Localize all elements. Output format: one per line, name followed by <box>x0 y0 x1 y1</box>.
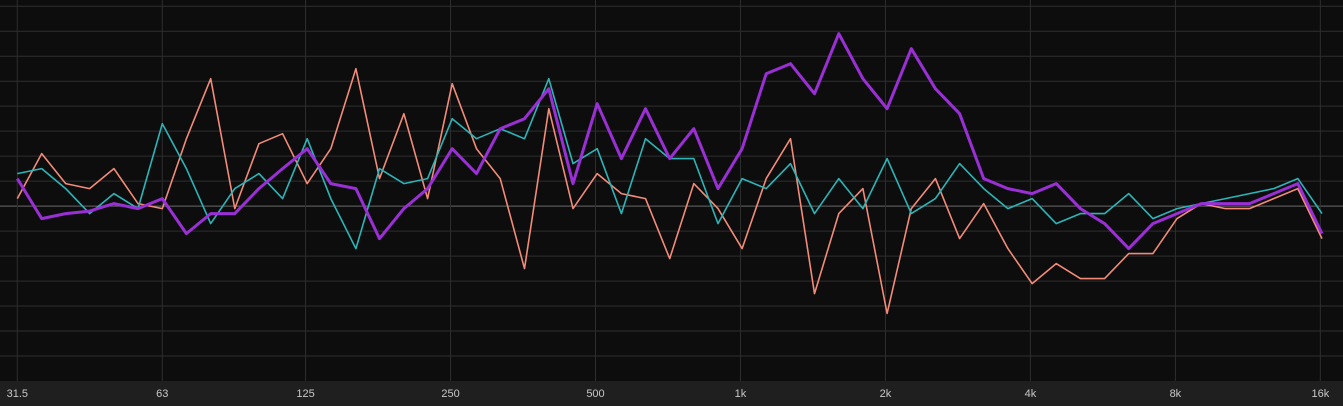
series-line <box>16 32 1324 251</box>
x-tick-label: 63 <box>156 388 168 400</box>
series-line <box>16 67 1323 315</box>
plot-background <box>0 0 1343 381</box>
x-tick-label: 1k <box>735 388 747 400</box>
x-tick-label: 250 <box>441 388 459 400</box>
x-tick-label: 4k <box>1025 388 1037 400</box>
x-tick-label: 16k <box>1311 388 1329 400</box>
axis-strip <box>0 381 1343 406</box>
x-tick-label: 125 <box>296 388 314 400</box>
x-tick-label: 2k <box>880 388 892 400</box>
x-tick-label: 500 <box>586 388 604 400</box>
x-tick-label: 31.5 <box>7 388 28 400</box>
x-tick-label: 8k <box>1170 388 1182 400</box>
